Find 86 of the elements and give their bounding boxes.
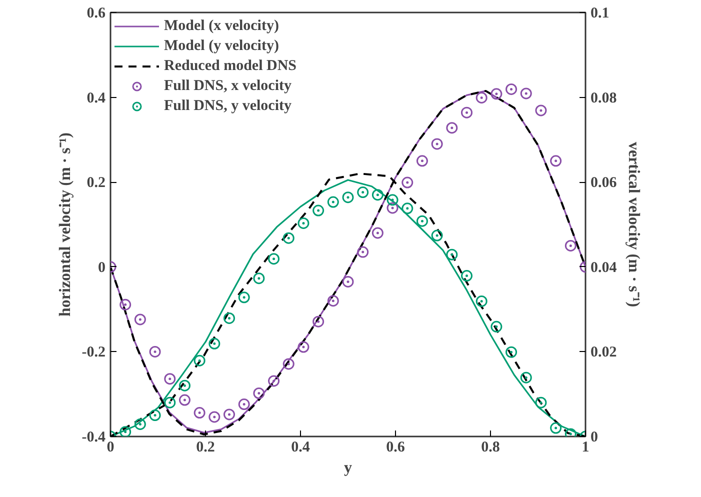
point <box>327 196 339 208</box>
x-tick-label: 0.2 <box>196 440 215 456</box>
legend-label: Full DNS, x velocity <box>164 78 292 94</box>
point <box>327 295 339 307</box>
point <box>164 373 176 385</box>
point <box>342 192 354 204</box>
y2-tick-label: 0.02 <box>590 344 617 361</box>
x-tick-label: 0.4 <box>291 440 310 456</box>
point <box>253 388 265 399</box>
point <box>520 372 532 384</box>
point <box>149 346 161 358</box>
point <box>402 202 414 214</box>
point <box>208 338 220 350</box>
point <box>372 227 384 239</box>
point <box>461 106 472 118</box>
y-tick-label: -0.2 <box>82 344 106 361</box>
y2-tick-label: 0.06 <box>590 175 618 192</box>
point <box>253 272 265 284</box>
point <box>506 84 518 95</box>
point <box>208 411 220 423</box>
point <box>178 380 190 392</box>
point <box>120 298 132 310</box>
point <box>164 396 176 408</box>
point <box>476 296 488 307</box>
y2-tick-label: 0.08 <box>590 90 617 106</box>
y-axis-title: horizontal velocity (m · s⁻¹) <box>56 132 74 316</box>
point <box>194 354 206 366</box>
y-tick-label: 0.4 <box>86 90 106 106</box>
point <box>224 408 235 420</box>
point <box>134 418 146 430</box>
point <box>386 194 398 206</box>
point <box>431 138 443 150</box>
legend-label: Model (x velocity) <box>164 18 279 34</box>
point <box>416 155 428 167</box>
point <box>312 204 324 216</box>
x-tick-label: 1 <box>582 440 590 456</box>
legend-label: Reduced model DNS <box>164 58 297 74</box>
point <box>268 253 280 265</box>
point <box>282 232 294 244</box>
point <box>446 248 458 260</box>
point <box>342 276 354 288</box>
point <box>476 92 488 104</box>
point <box>312 316 324 328</box>
x-tick-label: 0.8 <box>481 440 500 456</box>
point <box>282 358 294 370</box>
y-tick-label: 0.6 <box>86 6 106 22</box>
point <box>372 189 384 201</box>
point <box>386 202 398 214</box>
point <box>268 375 280 387</box>
legend-label: Model (y velocity) <box>164 38 279 54</box>
y2-tick-label: 0.04 <box>590 260 618 276</box>
y-tick-label: 0.2 <box>86 175 106 192</box>
point <box>120 426 132 436</box>
point <box>134 314 146 326</box>
point <box>535 104 547 116</box>
point <box>194 407 206 418</box>
point <box>357 246 369 258</box>
point <box>564 240 576 252</box>
y2-tick-label: 0 <box>590 430 598 446</box>
point <box>431 230 443 242</box>
point <box>535 396 547 408</box>
point <box>490 320 502 332</box>
point <box>298 217 310 229</box>
point <box>520 88 532 100</box>
point <box>298 341 310 353</box>
x-tick-label: 0.6 <box>386 440 406 456</box>
legend-label: Full DNS, y velocity <box>164 98 292 114</box>
point <box>402 176 414 188</box>
point <box>446 122 458 134</box>
x-axis-title: y <box>344 460 352 476</box>
point <box>550 155 562 167</box>
point <box>357 186 369 198</box>
point <box>416 215 428 227</box>
y-tick-label: 0 <box>98 260 106 276</box>
point <box>178 394 190 406</box>
y-tick-label: -0.4 <box>82 430 106 446</box>
point <box>149 410 161 422</box>
point <box>224 312 235 324</box>
y2-tick-label: 0.1 <box>590 6 610 22</box>
y2-axis-title: vertical velocity (m · s⁻¹) <box>624 142 642 308</box>
point <box>461 270 472 282</box>
point <box>550 422 562 434</box>
point <box>238 292 250 304</box>
point <box>238 398 250 410</box>
point <box>490 88 502 100</box>
point <box>506 346 518 358</box>
